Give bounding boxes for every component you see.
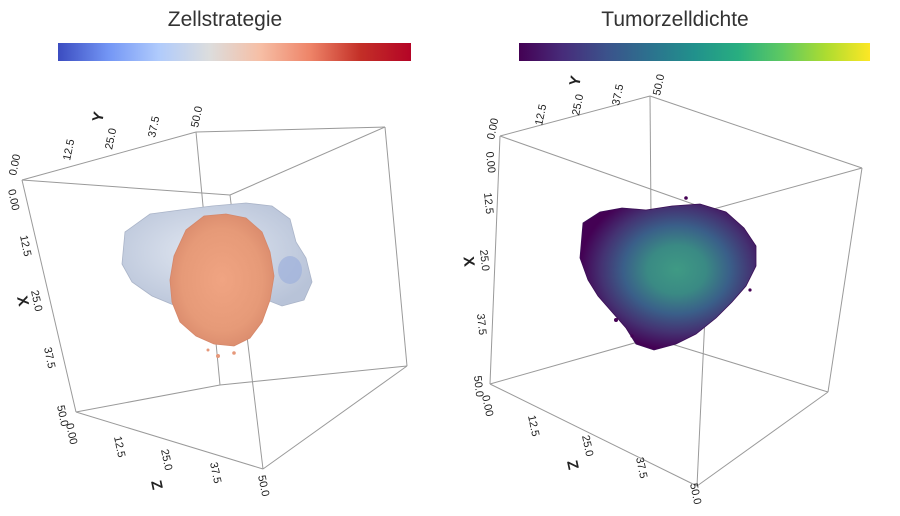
tick-z-2: 25.0: [579, 434, 595, 457]
tick-x-0: 0.00: [483, 151, 497, 174]
volume-density-region: [579, 203, 757, 351]
cube-edges: [21, 126, 408, 470]
tick-y-4: 50.0: [651, 73, 667, 96]
tick-z-1: 12.5: [111, 435, 127, 458]
axis-z-right: 0.00 12.5 25.0 37.5 50.0 Z: [479, 394, 703, 505]
tick-z-2: 25.0: [158, 448, 174, 471]
axis-label-y: Y: [89, 110, 108, 123]
axis-y-right: 0.00 12.5 25.0 37.5 50.0 Y: [485, 73, 667, 140]
axis-label-y: Y: [566, 74, 585, 87]
tick-x-1: 12.5: [17, 234, 33, 257]
colorbar-right: [519, 43, 870, 61]
tick-y-2: 25.0: [103, 127, 119, 150]
volume-blue-accent: [278, 256, 302, 284]
tick-z-0: 0.00: [479, 394, 495, 417]
tick-y-4: 50.0: [189, 105, 205, 128]
tick-z-0: 0.00: [63, 422, 79, 445]
chart-panel-right: Tumorzelldichte: [450, 0, 900, 516]
plot-3d-right[interactable]: 0.00 12.5 25.0 37.5 50.0 Y 0.00 12.5 25.…: [450, 0, 900, 516]
chart-panel-left: Zellstrategie: [0, 0, 450, 516]
axis-label-x: X: [459, 256, 477, 268]
axis-y-left: 0.00 12.5 25.0 37.5 50.0 Y: [7, 105, 205, 176]
colorbar-title-left: Zellstrategie: [167, 8, 283, 31]
tick-x-4: 50.0: [54, 404, 70, 427]
tick-y-0: 0.00: [7, 153, 23, 176]
tick-x-2: 25.0: [477, 249, 491, 272]
tick-x-2: 25.0: [28, 289, 44, 312]
tick-y-3: 37.5: [146, 115, 162, 138]
tick-z-1: 12.5: [525, 414, 541, 437]
axis-x-right: 0.00 12.5 25.0 37.5 50.0 X: [459, 151, 497, 398]
tick-y-0: 0.00: [485, 117, 501, 140]
tick-z-3: 37.5: [633, 456, 649, 479]
axis-x-left: 0.00 12.5 25.0 37.5 50.0 X: [5, 188, 70, 427]
tick-z-3: 37.5: [207, 461, 223, 484]
tick-x-4: 50.0: [471, 375, 485, 398]
volume-left: [121, 202, 313, 358]
axis-label-z: Z: [563, 459, 582, 472]
tick-y-3: 37.5: [610, 83, 626, 106]
plot-3d-left[interactable]: 0.00 12.5 25.0 37.5 50.0 Y 0.00 12.5 25.…: [0, 0, 450, 516]
colorbar-title-right: Tumorzelldichte: [601, 8, 749, 31]
tick-y-1: 12.5: [533, 103, 549, 126]
tick-x-1: 12.5: [481, 192, 495, 215]
tick-x-3: 37.5: [474, 313, 488, 336]
tick-x-0: 0.00: [5, 188, 21, 211]
volume-right: [579, 196, 757, 351]
colorbar-left: [58, 43, 411, 61]
tick-x-3: 37.5: [41, 346, 57, 369]
tick-z-4: 50.0: [687, 482, 703, 505]
volume-red-region: [169, 213, 275, 347]
tick-y-1: 12.5: [61, 138, 77, 161]
axis-label-x: X: [13, 294, 32, 307]
axis-label-z: Z: [147, 479, 166, 492]
tick-y-2: 25.0: [570, 93, 586, 116]
axis-z-left: 0.00 12.5 25.0 37.5 50.0 Z: [63, 422, 271, 497]
tick-z-4: 50.0: [255, 474, 271, 497]
